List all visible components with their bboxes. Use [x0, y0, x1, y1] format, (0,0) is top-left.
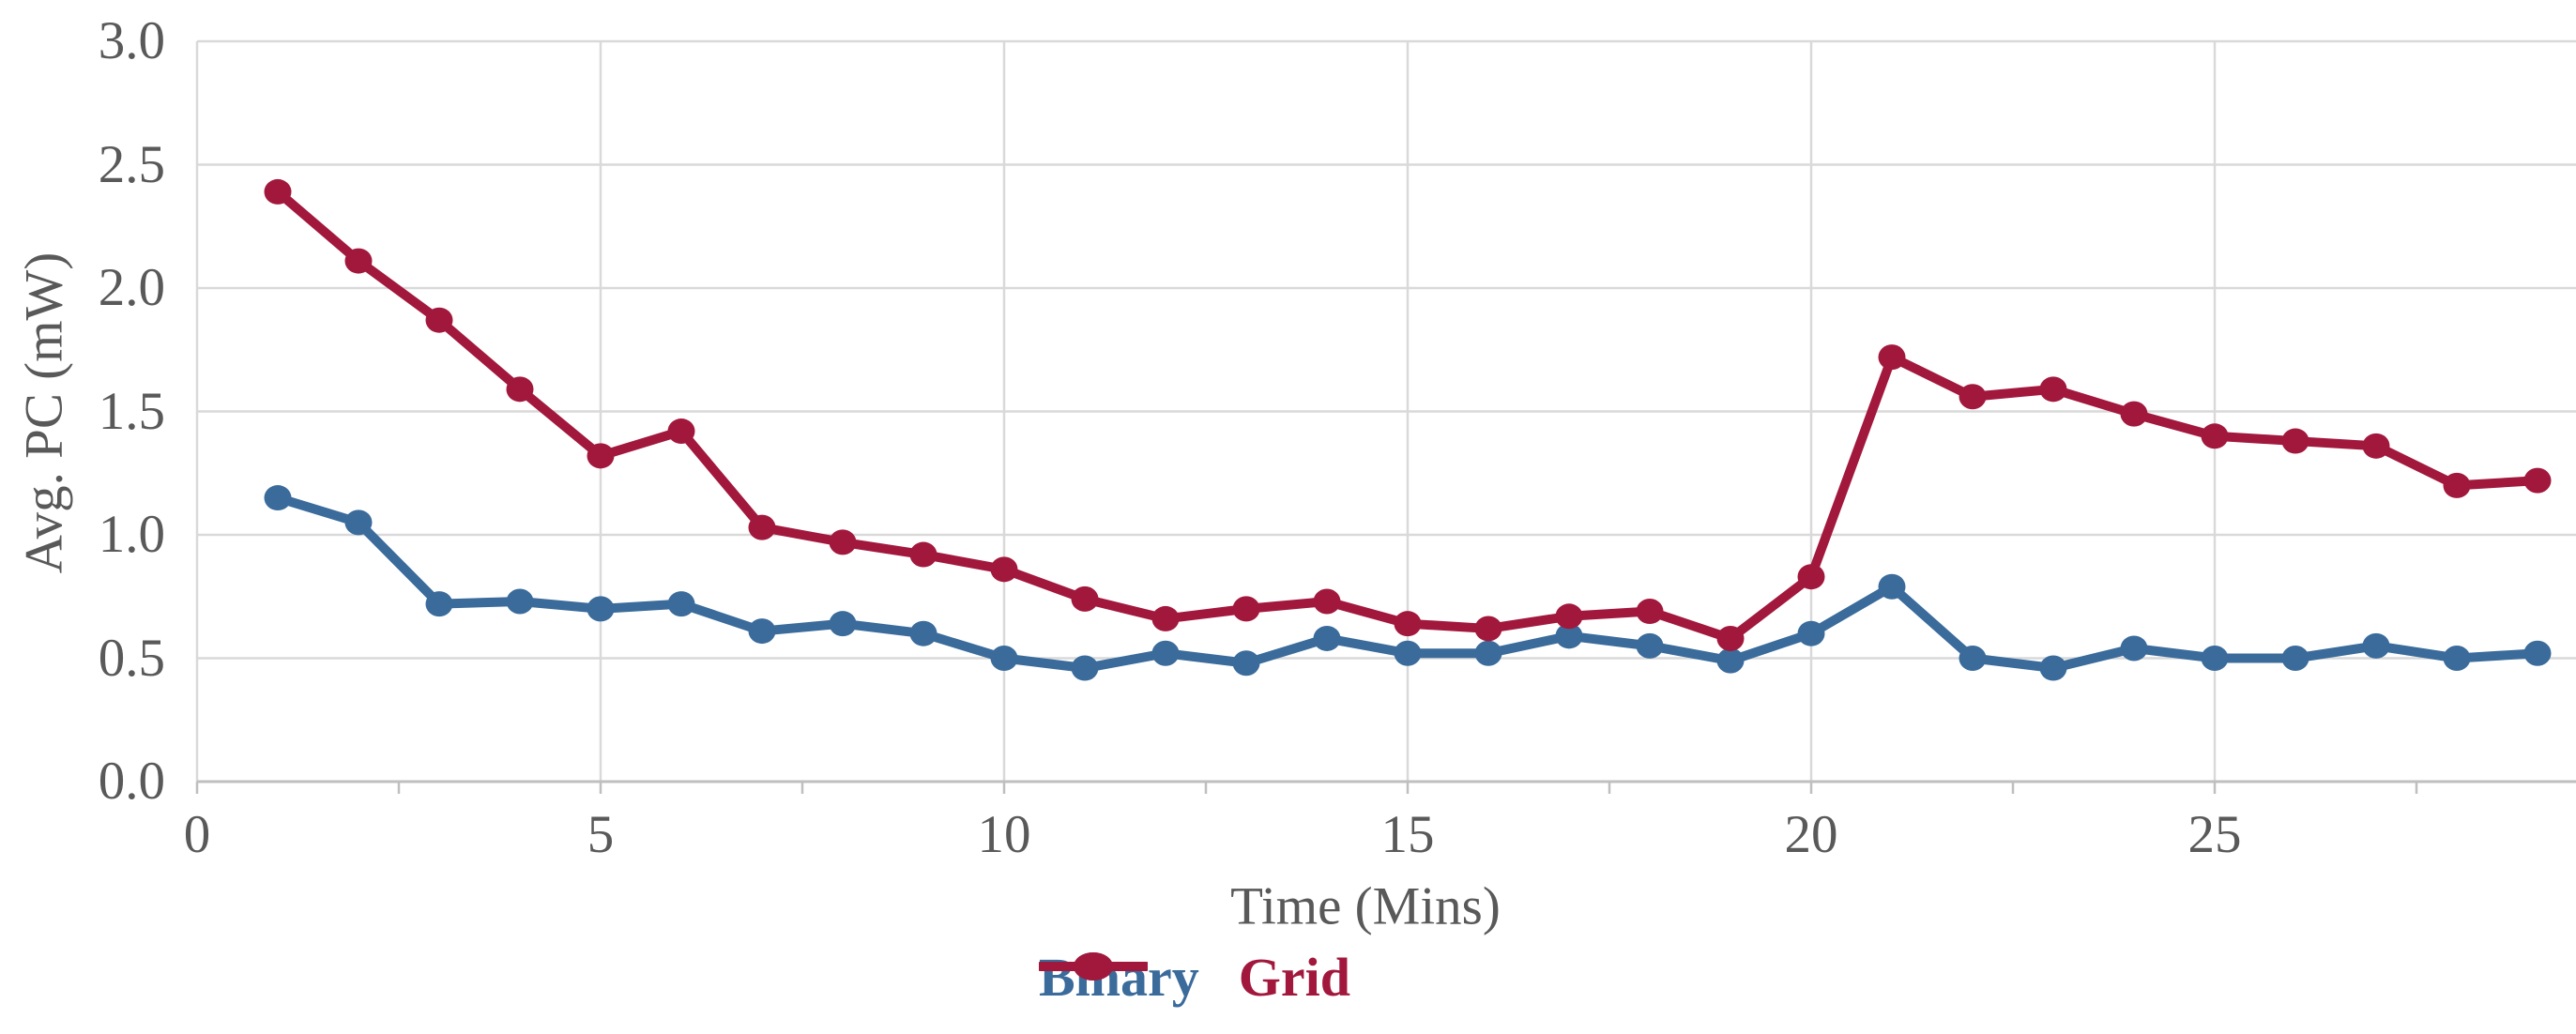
series-grid-marker	[2362, 433, 2390, 459]
series-grid-marker	[2039, 376, 2067, 403]
series-grid-marker	[264, 178, 292, 205]
series-binary-marker	[2120, 635, 2148, 661]
series-grid-marker	[2201, 423, 2229, 449]
series-grid-marker	[1636, 599, 1664, 625]
x-tick-label: 5	[587, 805, 615, 864]
series-binary-marker	[344, 509, 373, 536]
legend-item-grid: Grid	[1038, 947, 1351, 1008]
series-binary-marker	[1959, 646, 1987, 671]
x-tick-label: 15	[1380, 805, 1435, 864]
series-binary-marker	[1071, 655, 1099, 681]
series-binary-marker	[425, 591, 453, 617]
y-tick-label: 2.0	[98, 258, 165, 317]
series-grid-marker	[2281, 428, 2309, 454]
series-binary-marker	[1716, 647, 1745, 674]
series-grid-marker	[2523, 467, 2552, 494]
series-grid-marker	[1716, 625, 1745, 651]
series-binary-marker	[506, 588, 534, 615]
series-binary-marker	[1555, 623, 1583, 649]
series-binary-marker	[1313, 625, 1341, 651]
legend-label: Grid	[1238, 947, 1351, 1008]
legend: Binary Grid	[1038, 947, 1351, 1008]
series-grid-marker	[1555, 603, 1583, 630]
series-grid-marker	[1797, 564, 1825, 590]
series-binary-marker	[1151, 640, 1180, 666]
series-grid-marker	[829, 529, 857, 555]
series-grid-marker	[1313, 588, 1341, 615]
series-binary-marker	[2039, 655, 2067, 681]
y-tick-label: 0.0	[98, 752, 165, 811]
series-grid-marker	[667, 418, 695, 445]
series-binary-marker	[1474, 640, 1502, 666]
series-binary-marker	[909, 620, 937, 646]
series-binary-marker	[667, 591, 695, 617]
x-axis-title: Time (Mins)	[1230, 876, 1501, 936]
legend-label: Binary	[1038, 947, 1199, 1008]
series-grid-marker	[1959, 384, 1987, 410]
series-binary-marker	[990, 646, 1018, 671]
y-tick-label: 0.5	[98, 628, 165, 688]
y-tick-label: 2.5	[98, 134, 165, 194]
x-tick-label: 20	[1784, 805, 1838, 864]
legend-marker-icon	[1038, 952, 1148, 981]
series-grid-marker	[1071, 585, 1099, 612]
y-tick-label: 1.0	[98, 505, 165, 564]
series-grid-marker	[1394, 611, 1422, 637]
series-binary-marker	[1636, 632, 1664, 659]
series-grid-marker	[909, 541, 937, 568]
series-grid-marker	[1151, 605, 1180, 631]
series-binary-marker	[748, 618, 776, 645]
series-binary-marker	[1797, 620, 1825, 646]
series-grid-marker	[2120, 401, 2148, 427]
series-binary-marker	[2201, 646, 2229, 671]
series-grid-marker	[2443, 472, 2471, 498]
series-grid-marker	[1474, 616, 1502, 642]
series-binary-marker	[2523, 640, 2552, 666]
series-grid-marker	[587, 443, 615, 469]
y-tick-label: 3.0	[98, 11, 165, 70]
x-tick-label: 25	[2187, 805, 2242, 864]
series-grid-marker	[748, 514, 776, 540]
series-binary-marker	[1232, 650, 1260, 677]
x-tick-label: 0	[183, 805, 211, 864]
series-grid-marker	[1232, 596, 1260, 622]
x-tick-label: 10	[977, 805, 1031, 864]
series-grid-marker	[425, 307, 453, 333]
series-grid-marker	[1878, 344, 1906, 371]
series-grid-marker	[344, 248, 373, 274]
series-binary-marker	[1878, 573, 1906, 600]
series-binary-marker	[264, 485, 292, 511]
series-binary-marker	[1394, 640, 1422, 666]
series-binary-marker	[2443, 646, 2471, 671]
series-binary-marker	[2362, 632, 2390, 659]
series-binary-marker	[829, 611, 857, 637]
series-grid-marker	[506, 376, 534, 403]
y-tick-label: 1.5	[98, 381, 165, 441]
series-grid-marker	[990, 556, 1018, 583]
series-binary-marker	[2281, 646, 2309, 671]
series-binary-marker	[587, 596, 615, 622]
